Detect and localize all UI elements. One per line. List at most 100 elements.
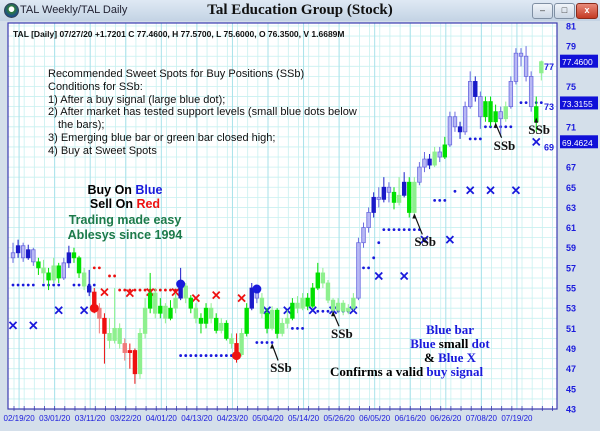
slogan-red: Red bbox=[136, 197, 161, 211]
red-x-marker bbox=[212, 290, 221, 300]
candle-body bbox=[493, 111, 498, 123]
candle-body bbox=[81, 272, 87, 287]
support-dot bbox=[478, 137, 482, 141]
resistance-dot bbox=[138, 288, 142, 292]
candle-body bbox=[280, 322, 285, 334]
buy-signal-dot bbox=[252, 284, 262, 294]
support-dot bbox=[179, 354, 183, 357]
resistance-dot bbox=[97, 266, 101, 270]
resistance-dot bbox=[133, 288, 137, 292]
x-tick-label: 04/13/20 bbox=[181, 414, 213, 423]
resistance-dot bbox=[123, 288, 127, 292]
x-tick-label: 07/19/20 bbox=[501, 414, 533, 423]
candle-body bbox=[76, 257, 82, 274]
support-dot bbox=[326, 309, 330, 313]
candle bbox=[224, 320, 229, 341]
candle bbox=[87, 269, 92, 297]
support-dot bbox=[377, 241, 381, 245]
y-tick-label: 71 bbox=[566, 122, 576, 132]
candle bbox=[244, 303, 249, 337]
price-tag-label: 69.4624 bbox=[562, 138, 593, 148]
resistance-dot bbox=[118, 288, 122, 292]
candle bbox=[10, 242, 16, 263]
resistance-dot bbox=[143, 288, 147, 292]
blue-x-marker bbox=[466, 186, 475, 195]
support-dot bbox=[204, 354, 208, 357]
candle-body bbox=[376, 196, 381, 200]
candle bbox=[478, 91, 483, 129]
x-tick-label: 04/01/20 bbox=[146, 414, 178, 423]
candle-body bbox=[147, 292, 153, 309]
ssb-label: SSb bbox=[493, 137, 516, 153]
candle-body bbox=[36, 261, 41, 269]
blue-x-marker bbox=[400, 271, 409, 281]
price-chart[interactable]: 81 79 77 75 73 71 69 67 65 63 61 59 57 55 53 51 49 47 45 43… bbox=[0, 21, 600, 431]
candle bbox=[518, 48, 524, 67]
candle bbox=[137, 328, 143, 379]
candle-body bbox=[407, 181, 412, 213]
slogan-buy: Buy On Blue bbox=[70, 183, 180, 197]
candle bbox=[498, 106, 503, 137]
note-line: 2) After market has tested support level… bbox=[48, 106, 357, 119]
support-dot bbox=[57, 283, 61, 287]
maximize-button[interactable]: □ bbox=[554, 3, 575, 19]
candle-body bbox=[498, 111, 503, 120]
candle bbox=[401, 172, 407, 198]
support-dot bbox=[438, 198, 442, 202]
candle-body bbox=[473, 81, 478, 97]
red-x-marker bbox=[171, 287, 180, 297]
y-tick-label: 81 bbox=[566, 22, 576, 32]
y-tick-label: 63 bbox=[566, 203, 576, 213]
ssb-arrowhead bbox=[331, 311, 336, 317]
candle-body bbox=[26, 249, 31, 259]
support-dot bbox=[484, 125, 487, 129]
y-tick-label: 59 bbox=[566, 243, 576, 253]
candle bbox=[320, 267, 326, 289]
candle bbox=[467, 71, 473, 109]
support-dot bbox=[270, 341, 274, 344]
ssb-label: SSb bbox=[270, 360, 292, 376]
y-tick-label: 51 bbox=[566, 324, 576, 334]
x-tick-label: 04/23/20 bbox=[217, 414, 249, 423]
candle-body bbox=[381, 186, 387, 200]
support-dot bbox=[189, 354, 193, 357]
candle bbox=[183, 283, 188, 304]
candle-body bbox=[478, 96, 483, 118]
candle-body bbox=[422, 158, 427, 168]
candle-body bbox=[56, 265, 61, 279]
resistance-dot bbox=[92, 266, 96, 270]
support-dot bbox=[402, 228, 406, 231]
window-name: TAL Weekly/TAL Daily bbox=[20, 4, 128, 16]
x-tick-label: 03/22/20 bbox=[110, 414, 142, 423]
minimize-button[interactable]: – bbox=[532, 3, 553, 19]
candle bbox=[381, 177, 387, 203]
support-dot bbox=[443, 198, 447, 202]
candle-body bbox=[249, 287, 254, 309]
candle-body bbox=[447, 116, 453, 146]
x-tick-label: 05/26/20 bbox=[324, 414, 356, 423]
candle bbox=[305, 293, 310, 311]
blue-x-marker bbox=[308, 306, 317, 315]
candle-body bbox=[432, 151, 437, 166]
support-dot bbox=[504, 125, 508, 129]
red-x-marker bbox=[237, 293, 246, 303]
candle-body bbox=[51, 265, 56, 281]
candle bbox=[188, 295, 193, 314]
candle-body bbox=[488, 101, 493, 123]
candle-body bbox=[213, 317, 219, 331]
candle-body bbox=[295, 302, 300, 309]
support-dot bbox=[473, 137, 477, 141]
resistance-dot bbox=[169, 288, 172, 292]
candle-body bbox=[239, 333, 244, 355]
support-dot bbox=[265, 341, 269, 344]
candle bbox=[117, 323, 122, 349]
candle-body bbox=[15, 245, 21, 254]
close-button[interactable]: x bbox=[576, 3, 598, 19]
candle bbox=[264, 308, 270, 334]
candle bbox=[447, 111, 453, 147]
candle-body bbox=[244, 307, 249, 334]
support-dot bbox=[321, 309, 325, 313]
price-tag bbox=[560, 96, 598, 110]
support-dot bbox=[26, 283, 30, 287]
slogan-text: Sell On bbox=[89, 197, 137, 211]
